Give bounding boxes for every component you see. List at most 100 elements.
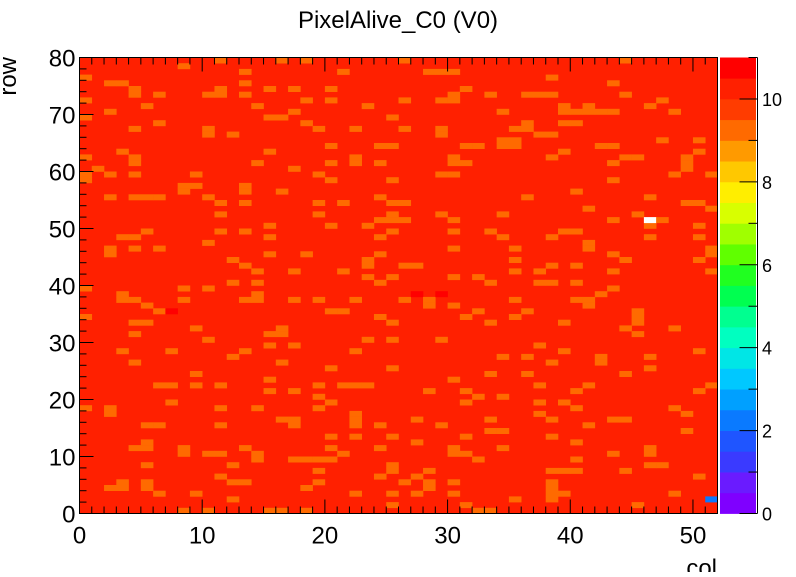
palette-swatch [720, 472, 756, 494]
palette-swatch [720, 409, 756, 431]
heatmap-cell [459, 160, 473, 167]
heatmap-cell [275, 114, 289, 121]
heatmap-cell [643, 234, 657, 241]
heatmap-cell [496, 353, 510, 360]
heatmap-cell [275, 359, 289, 366]
heatmap-cell [447, 154, 461, 161]
heatmap-cell [386, 490, 399, 497]
heatmap-cell [349, 154, 362, 161]
heatmap-cell [251, 160, 264, 167]
heatmap-cell [459, 502, 473, 509]
heatmap-cell [349, 433, 362, 440]
heatmap-cell [288, 268, 301, 275]
heatmap-cell [263, 148, 277, 155]
palette-swatch [720, 264, 756, 286]
heatmap-cell [373, 194, 387, 201]
heatmap-cell [349, 160, 362, 167]
z-tick-label: 6 [762, 256, 772, 276]
heatmap-cell [545, 496, 559, 503]
heatmap-cell [705, 382, 718, 389]
heatmap-cell [484, 507, 497, 514]
heatmap-cell [558, 319, 571, 326]
heatmap-cell [570, 228, 583, 235]
heatmap-cell [472, 308, 485, 315]
heatmap-cell [324, 222, 338, 229]
heatmap-cell [705, 171, 718, 178]
heatmap-cell [508, 257, 522, 263]
heatmap-cell [643, 222, 657, 229]
heatmap-cell [239, 296, 252, 303]
heatmap-cell [582, 205, 596, 212]
heatmap-cell [398, 125, 412, 132]
heatmap-cell [177, 63, 191, 70]
heatmap-cell [619, 57, 632, 64]
heatmap-cell [435, 125, 448, 132]
palette-swatch [720, 389, 756, 411]
heatmap-cell [435, 211, 448, 218]
heatmap-cell [214, 382, 228, 389]
heatmap-cell [128, 154, 142, 161]
heatmap-cell [312, 125, 326, 132]
heatmap-cell [447, 245, 461, 252]
heatmap-cell [631, 502, 645, 509]
heatmap-cell [484, 91, 497, 98]
heatmap-cell [153, 245, 166, 252]
heatmap-cell [300, 120, 313, 127]
heatmap-cell [386, 365, 399, 372]
heatmap-cell [300, 485, 313, 491]
heatmap-cell [275, 507, 289, 514]
x-tick-label: 40 [557, 523, 584, 550]
x-tick-label: 20 [312, 523, 339, 550]
heatmap-cell [447, 228, 461, 235]
heatmap-cell [545, 131, 559, 138]
x-tick-label: 10 [189, 523, 216, 550]
heatmap-cell [607, 80, 620, 87]
heatmap-cell [386, 274, 399, 281]
heatmap-cell [214, 211, 228, 218]
heatmap-cell [607, 177, 620, 184]
heatmap-cell [484, 428, 497, 434]
heatmap-cell [373, 445, 387, 452]
heatmap-cell [349, 422, 362, 429]
heatmap-cell [189, 371, 203, 377]
heatmap-cell [312, 467, 326, 474]
heatmap-cell [545, 262, 559, 269]
heatmap-cell [398, 57, 412, 64]
heatmap-cell [263, 376, 277, 383]
heatmap-cell [496, 108, 510, 115]
heatmap-cell [128, 194, 142, 201]
heatmap-cell [692, 473, 706, 480]
heatmap-cell [508, 125, 522, 132]
heatmap-cell [226, 131, 240, 138]
heatmap-cell [680, 160, 694, 167]
heatmap-cell [373, 422, 387, 429]
heatmap-cell [435, 291, 448, 298]
heatmap-cell [165, 382, 178, 389]
heatmap-cell [140, 194, 154, 201]
heatmap-cell [337, 68, 350, 75]
heatmap-cell [153, 120, 166, 127]
heatmap-cell [288, 108, 301, 115]
y-tick-label: 20 [49, 388, 76, 415]
heatmap-cell [140, 422, 154, 429]
heatmap-cell [386, 319, 399, 326]
heatmap-cell [226, 257, 240, 263]
heatmap-cell [300, 57, 313, 64]
palette-swatch [720, 285, 756, 307]
heatmap-cell [386, 462, 399, 469]
heatmap-cell [656, 137, 669, 144]
heatmap-cell [288, 422, 301, 429]
x-axis-title: col [686, 555, 717, 572]
heatmap-cell [570, 439, 583, 446]
heatmap-cell [435, 171, 448, 178]
heatmap-cell [582, 302, 596, 309]
heatmap-cell [324, 308, 338, 315]
heatmap-cell [373, 234, 387, 241]
heatmap-cell [361, 257, 375, 263]
heatmap-cell [189, 171, 203, 178]
heatmap-cell [447, 160, 461, 167]
heatmap-cell [116, 479, 129, 486]
heatmap-cell [79, 314, 93, 320]
heatmap-cell [79, 114, 93, 121]
heatmap-cell [239, 91, 252, 98]
